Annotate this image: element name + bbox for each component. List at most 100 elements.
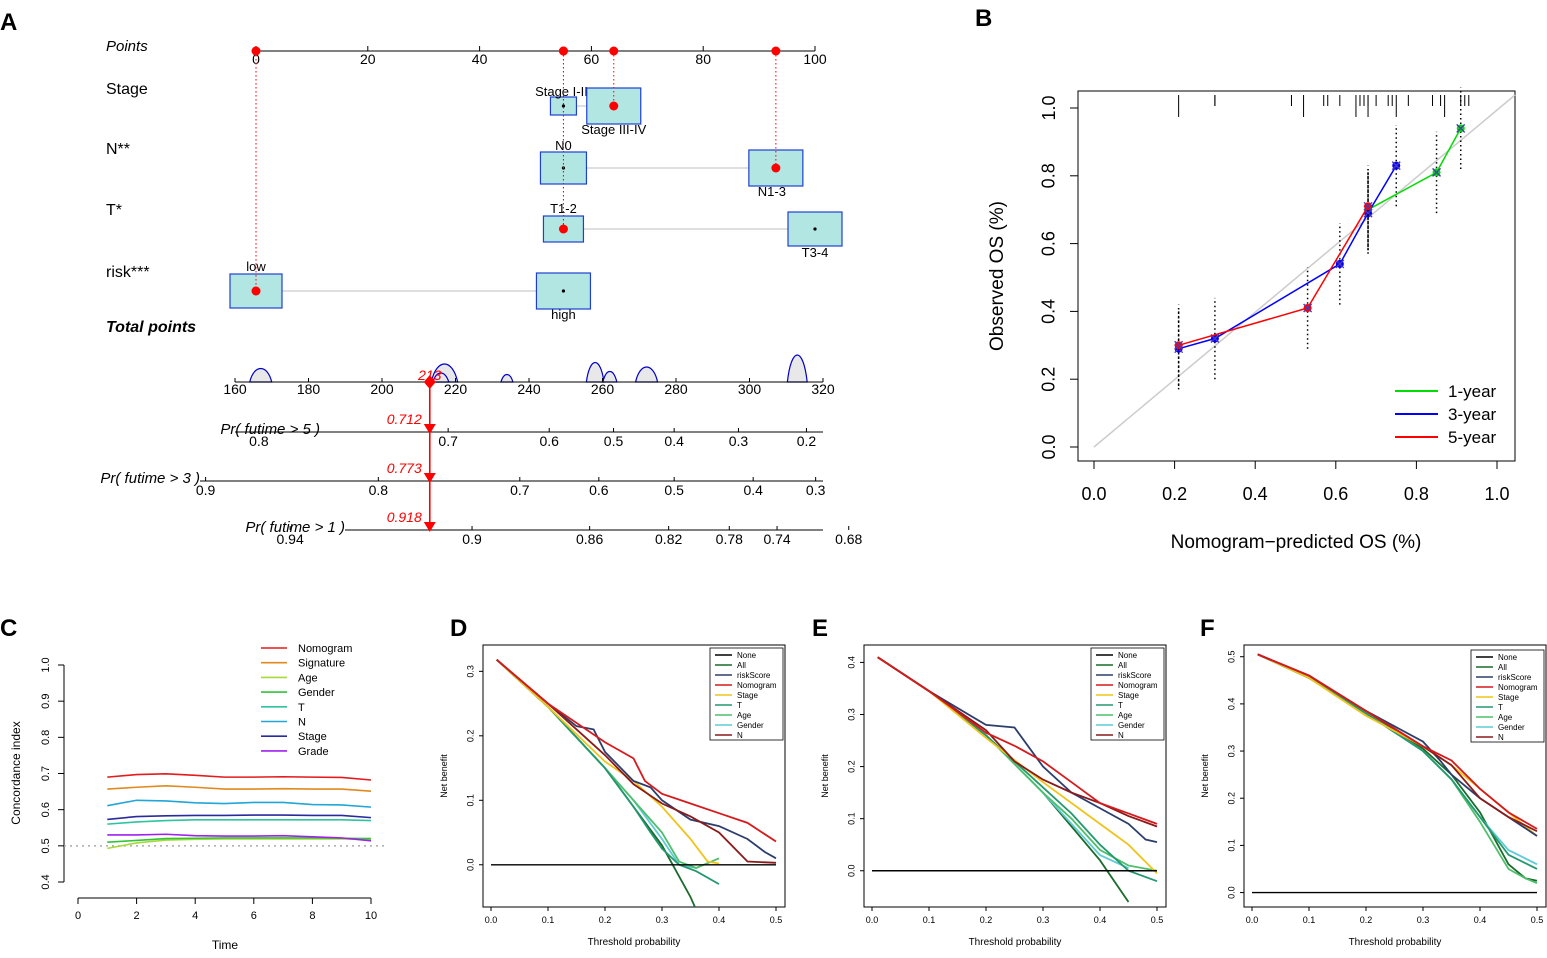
legend-label: Age (1498, 713, 1513, 722)
panel-letter-b: B (975, 5, 992, 32)
legend-label: N (737, 731, 743, 740)
legend-label: riskScore (737, 671, 771, 680)
points-axis-marker (558, 46, 568, 56)
x-axis-tick-label: 0.0 (485, 915, 498, 925)
points-axis-marker (771, 46, 781, 56)
x-axis-tick-label: 0.8 (1404, 484, 1429, 504)
series-line-age (107, 838, 372, 850)
legend-label: T (1118, 701, 1123, 710)
y-axis-tick-label: 0.4 (40, 874, 52, 889)
legend-label: 3-year (1448, 405, 1497, 424)
probability-axis-label: Pr( futime > 1 ) (245, 519, 345, 536)
y-axis-label: Net benefit (439, 754, 449, 798)
variable-label: N** (106, 141, 130, 158)
panel-c-concordance: 0.4 0.5 0.6 0.7 0.8 0.9 1.0 0 2 4 6 8 10 Time Concorda… (9, 643, 385, 952)
plot-frame (1077, 90, 1516, 462)
total-points-tick-label: 260 (591, 381, 615, 397)
probability-arrowhead (423, 522, 436, 532)
probability-value: 0.712 (387, 411, 422, 427)
probability-axis-tick-label: 0.8 (369, 482, 389, 498)
probability-axis-tick-label: 0.78 (716, 531, 743, 547)
y-axis-tick-label: 0.2 (846, 760, 856, 773)
variable-label: risk*** (106, 264, 150, 281)
y-axis-tick-label: 0.2 (465, 730, 475, 743)
legend-label: N (1498, 733, 1504, 742)
legend-label: Stage (737, 691, 758, 700)
series-line-all (496, 659, 696, 907)
y-axis-tick-label: 0.8 (40, 730, 52, 745)
y-axis-tick-label: 0.0 (465, 859, 475, 872)
legend-label: All (1498, 663, 1507, 672)
y-axis-tick-label: 0.3 (1226, 745, 1236, 758)
series-line-gender (496, 659, 697, 869)
total-points-tick-label: 280 (664, 381, 688, 397)
y-axis-tick-label: 0.3 (465, 665, 475, 678)
variable-label: T* (106, 202, 122, 219)
series-cross-marker (1363, 201, 1373, 211)
y-axis-tick-label: 0.6 (1039, 231, 1059, 256)
x-axis-tick-label: 6 (251, 910, 257, 922)
density-bump (500, 373, 514, 383)
total-points-tick-label: 300 (738, 381, 762, 397)
x-axis-label: Nomogram−predicted OS (%) (1171, 532, 1422, 553)
y-axis-tick-label: 0.7 (40, 766, 52, 781)
plot-frame (1243, 644, 1547, 908)
probability-axis-tick-label: 0.4 (743, 482, 763, 498)
plot-frame (863, 644, 1167, 908)
y-axis-tick-label: 0.0 (1226, 886, 1236, 899)
y-axis-tick-label: 0.2 (1039, 367, 1059, 392)
legend-label: N (1118, 731, 1124, 740)
legend-label: Age (298, 672, 318, 684)
probability-axis-tick-label: 0.8 (249, 433, 269, 449)
y-axis-tick-label: 0.5 (40, 838, 52, 853)
points-axis-tick-label: 60 (584, 51, 600, 67)
points-axis-label: Points (106, 38, 148, 55)
x-axis-tick-label: 0.2 (599, 915, 612, 925)
x-axis-tick-label: 0.6 (1323, 484, 1348, 504)
ideal-diagonal (1093, 94, 1516, 448)
points-axis-tick-label: 40 (472, 51, 488, 67)
total-points-tick-label: 320 (811, 381, 835, 397)
x-axis-tick-label: 0.5 (1151, 915, 1164, 925)
series-cross-marker (1335, 259, 1345, 269)
panel-letter-a: A (0, 9, 17, 36)
y-axis-tick-label: 0.4 (1226, 698, 1236, 711)
level-dot (813, 227, 817, 231)
y-axis-tick-label: 1.0 (1039, 95, 1059, 120)
series-cross-marker (1432, 167, 1442, 177)
legend-label: Gender (737, 721, 764, 730)
panel-letter-d: D (450, 615, 467, 642)
probability-axis-tick-label: 0.68 (835, 531, 862, 547)
x-axis-tick-label: 4 (192, 910, 198, 922)
x-axis-tick-label: 1.0 (1484, 484, 1509, 504)
level-label: Stage I-II (535, 84, 588, 99)
legend-label: Gender (1118, 721, 1145, 730)
x-axis-tick-label: 0.1 (542, 915, 555, 925)
series-line-signature (107, 784, 372, 793)
series-line-t (496, 659, 720, 885)
series-line-t (107, 818, 372, 825)
probability-axis-tick-label: 0.4 (664, 433, 684, 449)
legend-label: Age (737, 711, 752, 720)
level-box (535, 272, 592, 310)
y-axis-label: Observed OS (%) (987, 201, 1008, 351)
total-points-value: 213 (417, 367, 442, 383)
series-line-nomogram (877, 656, 1158, 825)
probability-value: 0.773 (387, 460, 422, 476)
y-axis-tick-label: 0.9 (40, 694, 52, 709)
probability-axis-tick-label: 0.7 (438, 433, 458, 449)
legend-label: T (737, 701, 742, 710)
series-line-stage (496, 659, 720, 865)
probability-axis-tick-label: 0.86 (576, 531, 603, 547)
plot-frame (482, 644, 786, 908)
x-axis-label: Threshold probability (969, 937, 1062, 948)
x-axis-tick-label: 0.3 (1417, 915, 1430, 925)
probability-axis-tick-label: 0.3 (729, 433, 749, 449)
level-label: N1-3 (758, 184, 786, 199)
series-line-3-year (1178, 165, 1397, 350)
density-bump (585, 361, 605, 383)
panel-e-dca: 0.0 0.1 0.2 0.3 0.4 0.5 0.0 0.1 0.2 0.3 0.4 Thresho… (820, 644, 1167, 948)
series-line-stage (107, 814, 372, 821)
series-line-nomogram (107, 773, 372, 781)
legend-label: None (1498, 653, 1518, 662)
